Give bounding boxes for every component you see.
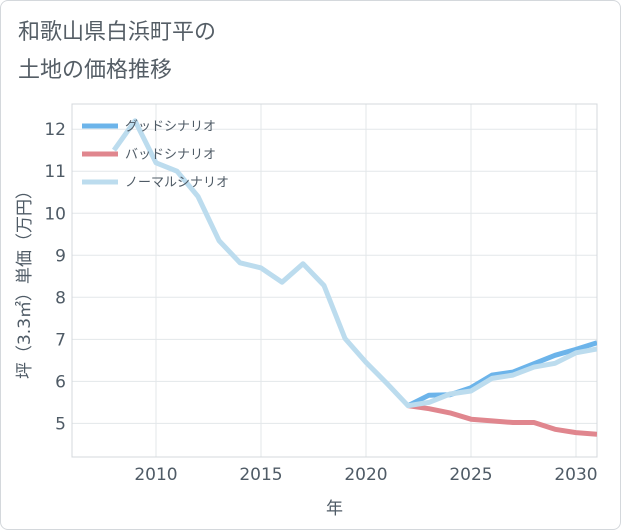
legend-label: ノーマルシナリオ [125, 176, 229, 191]
series-layer [111, 118, 597, 437]
x-tick-label: 2010 [134, 465, 177, 485]
x-tick-label: 2030 [554, 465, 597, 485]
y-tick-label: 12 [44, 120, 66, 140]
x-tick-label: 2020 [344, 465, 387, 485]
y-tick-label: 10 [44, 204, 66, 224]
y-tick-label: 8 [55, 288, 66, 308]
legend-label: バッドシナリオ [125, 148, 216, 163]
plot-frame [71, 103, 598, 458]
y-tick-label: 9 [55, 246, 66, 266]
y-tick-label: 11 [44, 162, 66, 182]
legend-label: グッドシナリオ [125, 120, 216, 135]
series-line-3 [111, 118, 597, 409]
x-tick-label: 2025 [449, 465, 492, 485]
series-line-1 [406, 340, 597, 408]
x-axis-label: 年 [326, 499, 343, 519]
series-line-2 [407, 403, 597, 437]
y-axis-label: 坪（3.3㎡）単価（万円） [15, 182, 35, 379]
x-tick-label: 2015 [239, 465, 282, 485]
y-tick-label: 7 [55, 330, 66, 350]
chart-title-line-2: 土地の価格推移 [18, 58, 173, 83]
chart-title: 和歌山県白浜町平の 土地の価格推移 [18, 14, 216, 90]
y-tick-label: 5 [55, 414, 66, 434]
chart-title-line-1: 和歌山県白浜町平の [18, 20, 217, 45]
y-tick-label: 6 [55, 372, 66, 392]
tick-labels: 5 6 7 8 9 10 11 12 2010 2015 2020 2025 2030 [44, 120, 597, 485]
